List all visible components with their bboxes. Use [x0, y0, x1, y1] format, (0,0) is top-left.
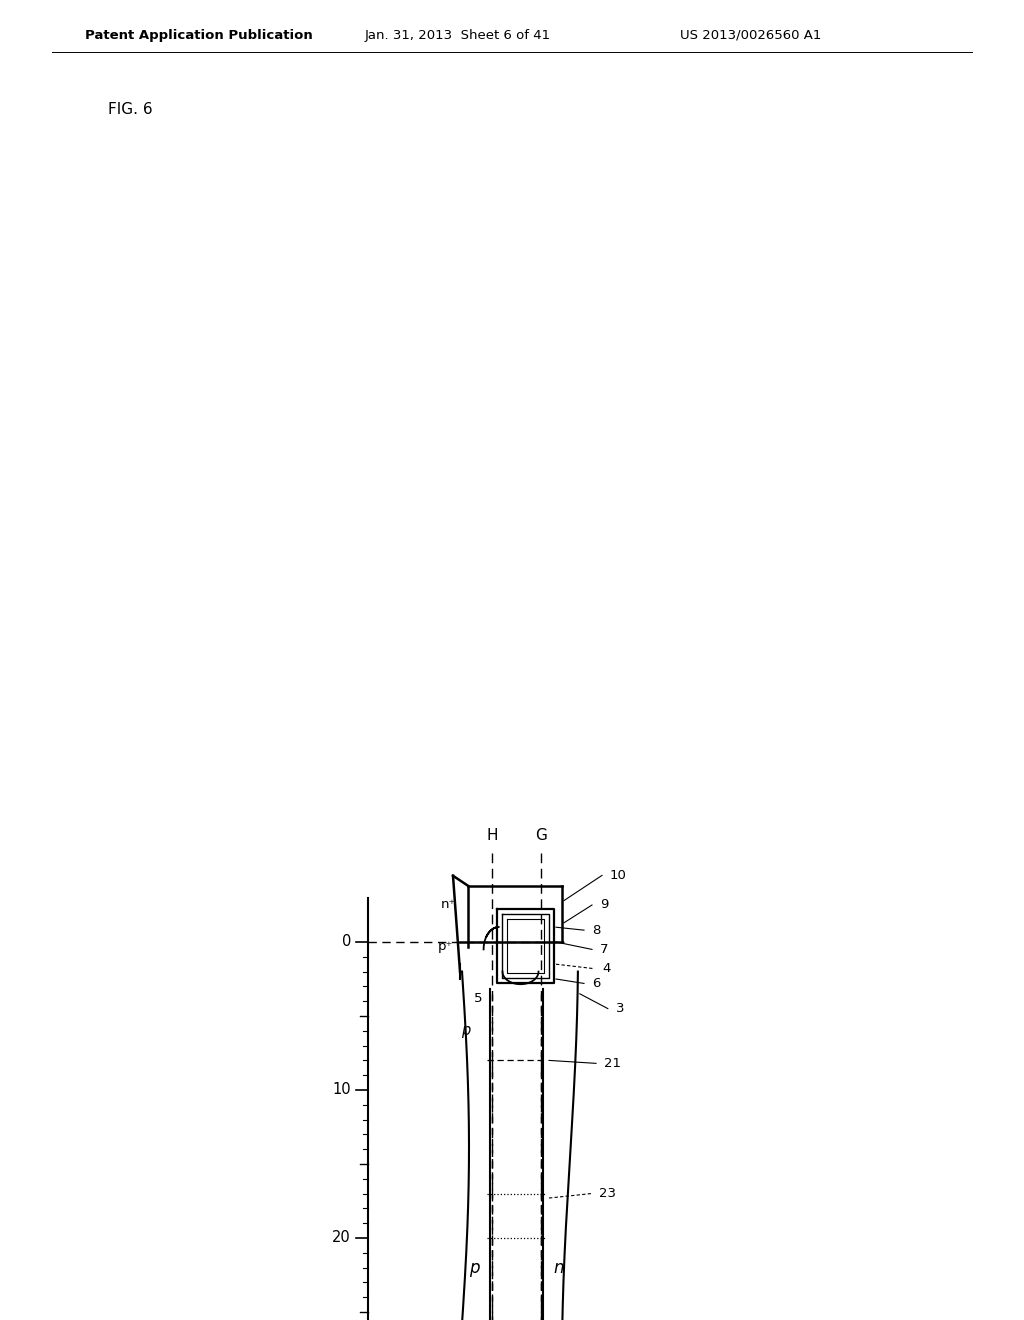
Text: p: p	[461, 1023, 470, 1039]
Text: Jan. 31, 2013  Sheet 6 of 41: Jan. 31, 2013 Sheet 6 of 41	[365, 29, 551, 41]
Text: US 2013/0026560 A1: US 2013/0026560 A1	[680, 29, 821, 41]
Text: n⁺: n⁺	[440, 899, 456, 912]
Text: 23: 23	[599, 1187, 616, 1200]
Text: 4: 4	[602, 962, 610, 975]
Text: 21: 21	[604, 1057, 621, 1069]
Text: 10: 10	[610, 869, 627, 882]
Text: 10: 10	[333, 1082, 351, 1097]
Text: 5: 5	[473, 991, 482, 1005]
Text: 7: 7	[600, 942, 608, 956]
Text: n: n	[554, 1258, 564, 1276]
Text: Patent Application Publication: Patent Application Publication	[85, 29, 312, 41]
Text: 0: 0	[342, 935, 351, 949]
Text: p⁺: p⁺	[437, 940, 453, 953]
Text: 9: 9	[600, 899, 608, 912]
Text: G: G	[536, 828, 547, 843]
Text: 6: 6	[592, 977, 600, 990]
Text: 20: 20	[332, 1230, 351, 1246]
Text: H: H	[486, 828, 498, 843]
Text: 3: 3	[615, 1002, 625, 1015]
Text: p: p	[469, 1258, 479, 1276]
Text: 8: 8	[592, 924, 600, 937]
Text: FIG. 6: FIG. 6	[108, 103, 153, 117]
